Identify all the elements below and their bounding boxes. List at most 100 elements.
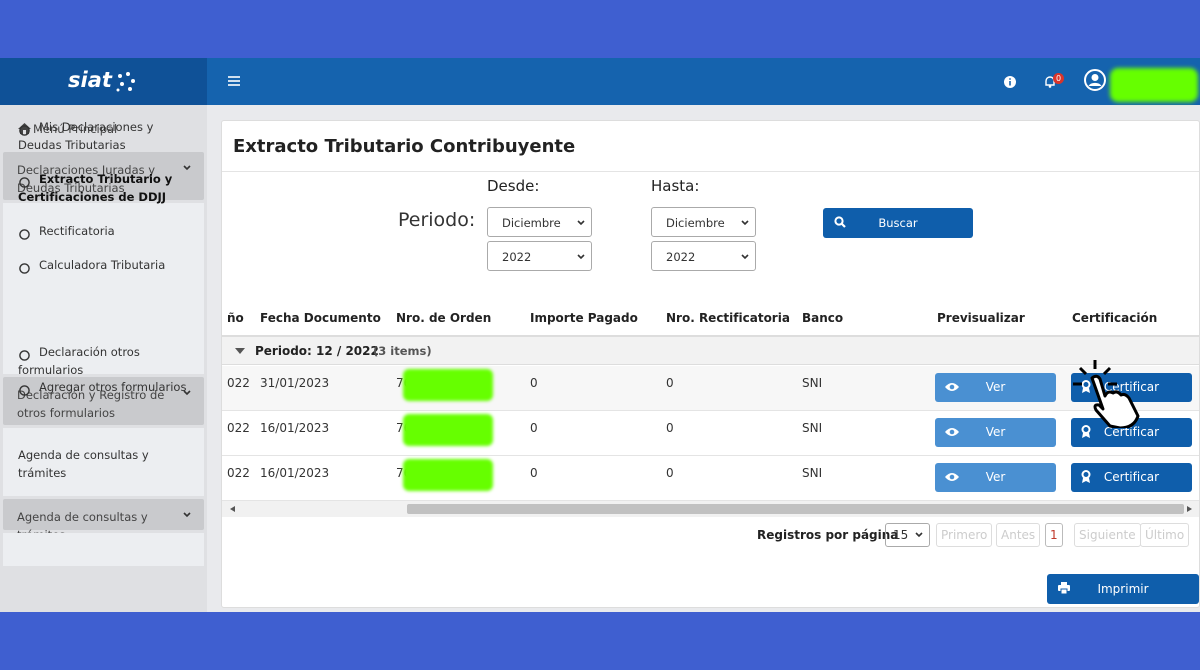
menu-group	[3, 533, 204, 566]
menu-group	[3, 428, 204, 496]
column-header: Previsualizar	[937, 311, 1025, 325]
user-avatar[interactable]	[1084, 69, 1106, 91]
print-button[interactable]: Imprimir	[1047, 574, 1199, 604]
cell: SNI	[802, 376, 823, 390]
page-size-select[interactable]: 15	[885, 523, 930, 547]
eye-icon	[945, 473, 959, 481]
column-header: ño	[227, 311, 244, 325]
menu-section-title: Declaración y Registro de otros formular…	[17, 388, 165, 420]
cell: 0	[666, 466, 674, 480]
notification-badge: 0	[1053, 73, 1064, 84]
scroll-right[interactable]	[1187, 506, 1192, 512]
search-label: Buscar	[878, 216, 918, 230]
certify-button[interactable]: Certificar	[1071, 418, 1192, 447]
radio	[19, 177, 30, 188]
chevron	[183, 512, 191, 518]
select-chevron	[741, 254, 749, 260]
cell: 022	[227, 466, 250, 480]
menu-item[interactable]: Extracto Tributario y Certificaciones de…	[18, 172, 173, 204]
radio	[19, 229, 30, 240]
select-chevron	[577, 254, 585, 260]
preview-label: Ver	[985, 425, 1006, 439]
menu-item[interactable]: Agregar otros formularios	[39, 380, 187, 394]
menu-item[interactable]: Rectificatoria	[39, 224, 115, 238]
print-icon	[1058, 582, 1070, 594]
column-header: Certificación	[1072, 311, 1158, 325]
preview-button[interactable]: Ver	[935, 418, 1056, 447]
certify-label: Certificar	[1103, 470, 1160, 484]
certify-button[interactable]: Certificar	[1071, 463, 1192, 492]
cell: SNI	[802, 466, 823, 480]
cell: 0	[666, 376, 674, 390]
menu-item[interactable]: Calculadora Tributaria	[39, 258, 166, 272]
cell: 022	[227, 421, 250, 435]
from-label: Desde:	[487, 177, 540, 195]
select-chevron	[577, 220, 585, 226]
column-header: Banco	[802, 311, 844, 325]
certify-label: Certificar	[1103, 380, 1160, 394]
search-icon	[834, 216, 846, 228]
page-current[interactable]: 1	[1045, 523, 1063, 547]
page-last[interactable]: Último	[1140, 523, 1190, 547]
cell: 0	[530, 376, 538, 390]
radio	[19, 350, 30, 361]
menu-section[interactable]: Declaraciones Juradas y Deudas Tributari…	[3, 152, 204, 200]
group-label: Periodo: 12 / 2022	[255, 344, 379, 358]
column-header: Fecha Documento	[260, 311, 381, 325]
menu-item[interactable]: Mis Declaraciones y Deudas Tributarias	[18, 120, 154, 152]
eye-icon	[945, 383, 959, 391]
chevron	[183, 390, 191, 396]
menu-item[interactable]: Declaración otros formularios	[18, 345, 140, 377]
cell: SNI	[802, 421, 823, 435]
scroll-thumb[interactable]	[407, 504, 1184, 514]
header-rule	[222, 335, 1199, 337]
select-chevron	[741, 220, 749, 226]
preview-label: Ver	[985, 470, 1006, 484]
click-cursor	[1073, 360, 1140, 428]
select-chevron	[915, 532, 923, 538]
menu-section[interactable]: Declaración y Registro de otros formular…	[3, 377, 204, 425]
radio	[19, 385, 30, 396]
order-redaction	[403, 369, 493, 401]
menu-section[interactable]: Agenda de consultas y trámites	[3, 499, 204, 542]
menu-group	[3, 203, 204, 374]
cell: 16/01/2023	[260, 466, 330, 480]
select-from-year[interactable]: 2022	[487, 241, 592, 271]
order-redaction	[403, 459, 493, 491]
group-toggle[interactable]	[235, 348, 245, 354]
home-icon	[18, 123, 31, 134]
card: Extracto Tributario Contribuyente Periodo…	[221, 120, 1200, 608]
menu-section-title: Declaraciones Juradas y Deudas Tributari…	[17, 163, 156, 195]
page-next[interactable]: Siguiente	[1074, 523, 1141, 547]
eye-icon	[945, 428, 959, 436]
info-icon[interactable]	[1004, 76, 1016, 88]
select-to-year[interactable]: 2022	[651, 241, 756, 271]
select-from-month[interactable]: Diciembre	[487, 207, 592, 237]
cell: 16/01/2023	[260, 421, 330, 435]
page-title: Extracto Tributario Contribuyente	[233, 136, 576, 157]
divider	[222, 171, 1199, 172]
select-to-month[interactable]: Diciembre	[651, 207, 756, 237]
menu-home[interactable]: Menú Principal	[33, 122, 118, 136]
group-row	[222, 337, 1199, 365]
page-prev[interactable]: Antes	[996, 523, 1041, 547]
sidebar: Menú Principal Declaraciones Juradas y De…	[0, 105, 207, 612]
certify-label: Certificar	[1103, 425, 1160, 439]
cell: 022	[227, 376, 250, 390]
column-header: Nro. de Orden	[396, 311, 492, 325]
logo-bar: siat	[0, 58, 207, 105]
top-bar: 0	[207, 58, 1200, 105]
page-first[interactable]: Primero	[936, 523, 993, 547]
menu-toggle[interactable]	[228, 76, 240, 86]
search-button[interactable]: Buscar	[823, 208, 973, 238]
logo: siat	[68, 68, 112, 92]
preview-button[interactable]: Ver	[935, 373, 1056, 402]
logo-icon	[116, 72, 135, 92]
award-icon	[1081, 380, 1091, 393]
column-header: Importe Pagado	[530, 311, 638, 325]
period-label: Periodo:	[398, 209, 476, 231]
scroll-left[interactable]	[230, 506, 235, 512]
preview-button[interactable]: Ver	[935, 463, 1056, 492]
menu-item[interactable]: Agenda de consultas y trámites	[18, 448, 149, 480]
